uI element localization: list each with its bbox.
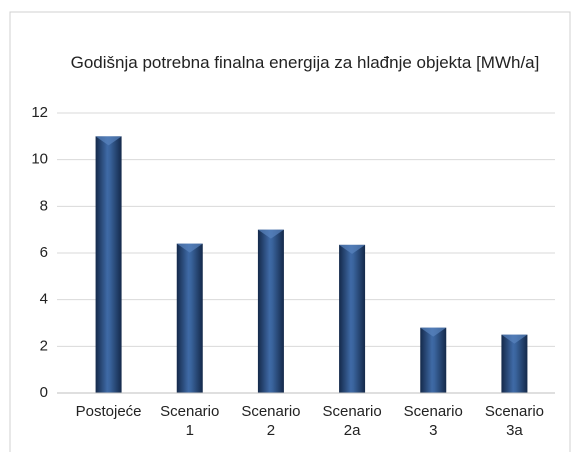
y-tick-label: 0 [40, 384, 48, 401]
x-tick-label: Scenario 2 [241, 403, 300, 439]
bar [176, 243, 203, 393]
y-tick-label: 6 [40, 244, 48, 261]
y-tick-label: 2 [40, 337, 48, 354]
x-tick-label: Scenario 2a [322, 403, 381, 439]
bar-bevel [339, 244, 366, 254]
bar-bevel [501, 334, 528, 344]
bar [95, 136, 122, 394]
bar-bevel [176, 243, 203, 253]
chart-title: Godišnja potrebna finalna energija za hl… [70, 53, 540, 72]
y-tick-label: 12 [31, 104, 48, 121]
bar [339, 244, 366, 393]
x-tick-label: Postojeće [76, 403, 142, 420]
chart-frame [9, 11, 571, 452]
bar-bevel [95, 136, 122, 146]
bar-bevel [257, 229, 284, 239]
bar-bevel [420, 327, 447, 337]
y-tick-label: 8 [40, 197, 48, 214]
x-tick-label: Scenario 3a [485, 403, 544, 439]
y-tick-label: 4 [40, 291, 48, 308]
bar [501, 334, 528, 393]
bar [257, 229, 284, 393]
x-tick-label: Scenario 3 [404, 403, 463, 439]
bar [420, 327, 447, 393]
x-tick-label: Scenario 1 [160, 403, 219, 439]
y-tick-label: 10 [31, 151, 48, 168]
